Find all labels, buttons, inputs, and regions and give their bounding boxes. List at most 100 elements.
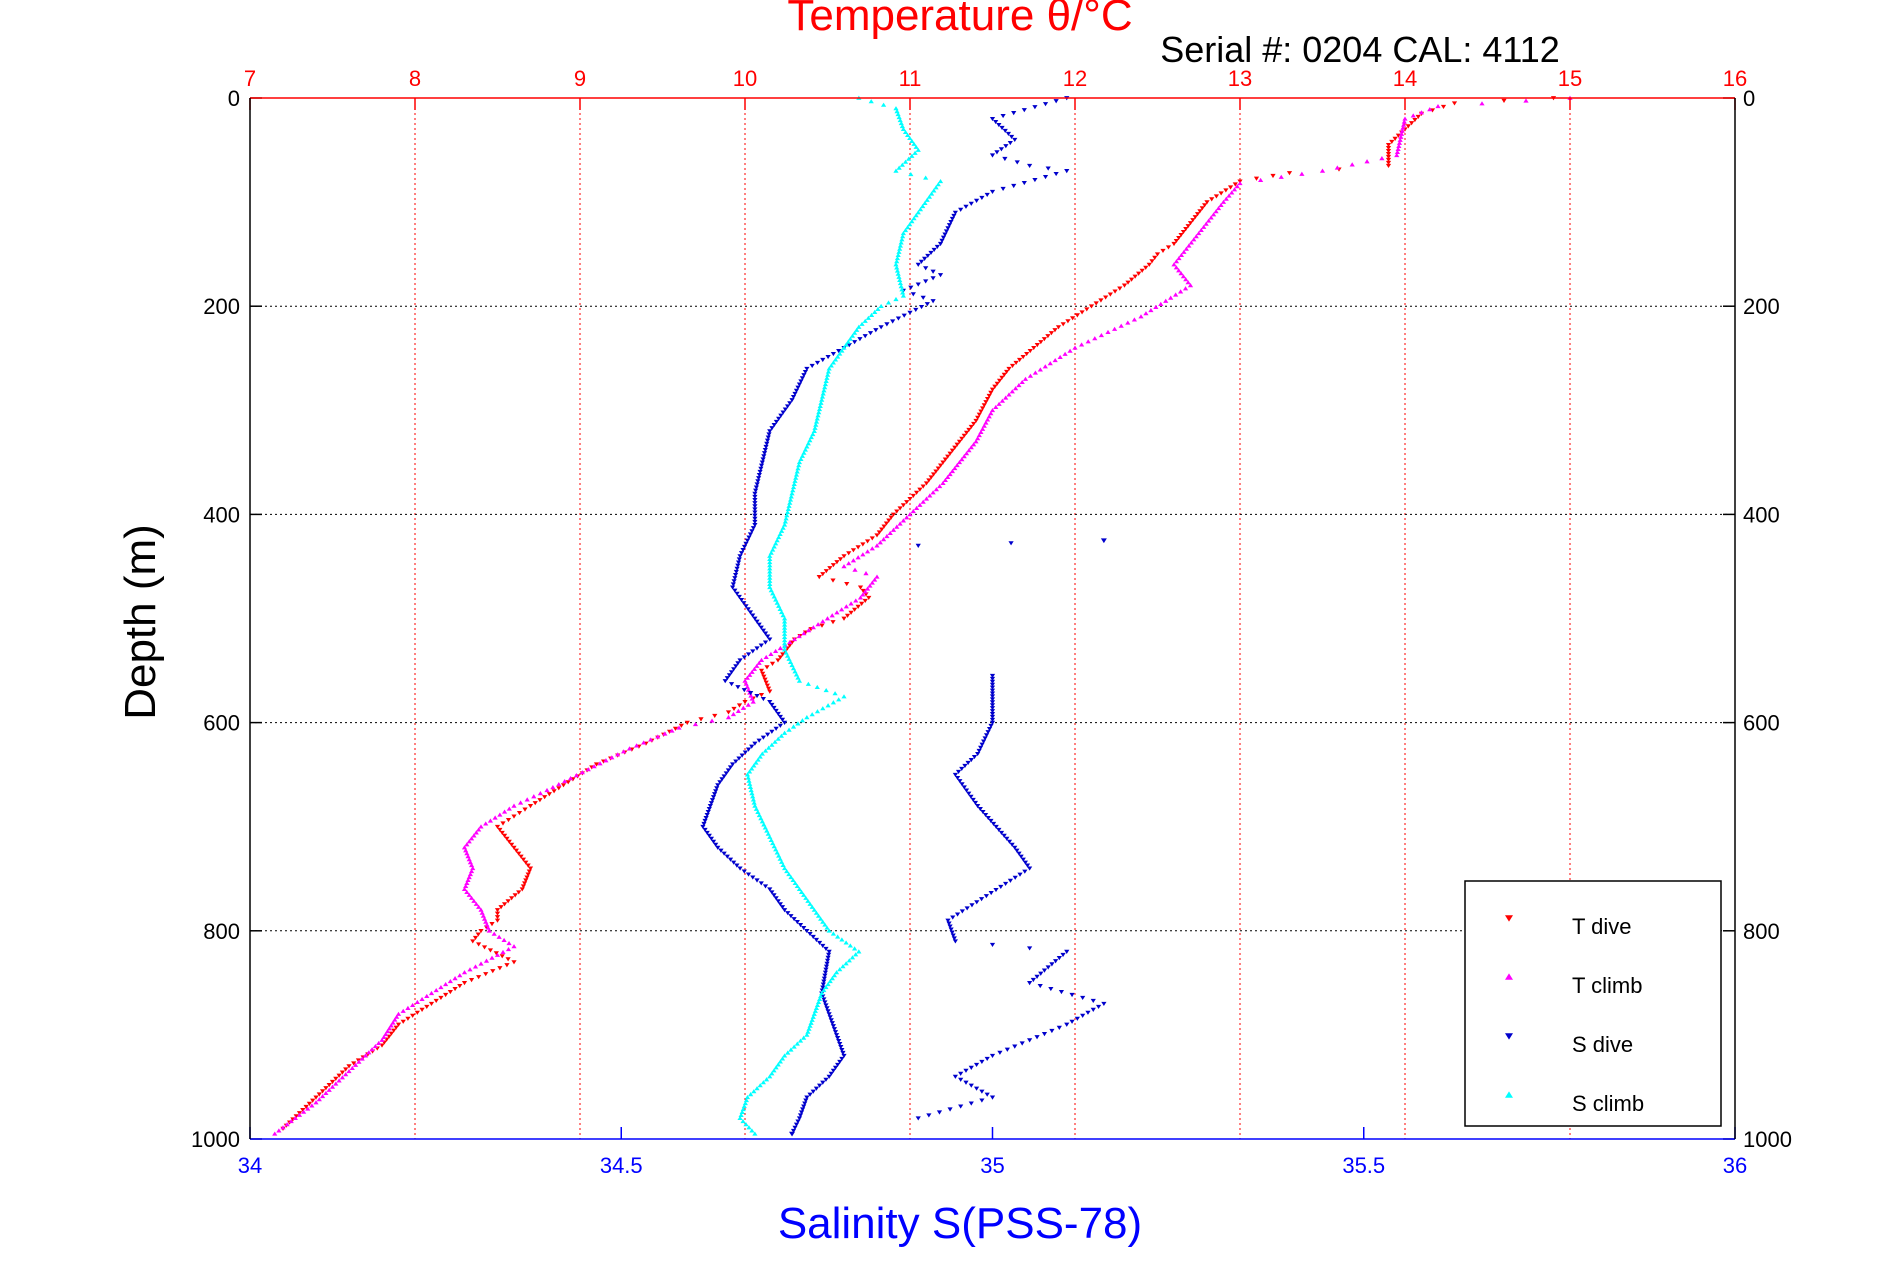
data-point	[820, 619, 826, 624]
data-point	[1223, 188, 1229, 193]
data-point	[920, 203, 926, 209]
data-point	[771, 893, 777, 898]
data-point	[424, 1004, 430, 1009]
data-point	[973, 1062, 980, 1067]
data-point	[809, 1017, 815, 1022]
data-point	[782, 730, 788, 735]
temperature-tick-label: 9	[574, 66, 586, 91]
data-point	[1067, 348, 1073, 353]
data-point	[489, 955, 495, 960]
data-point	[760, 735, 766, 740]
data-point	[803, 895, 809, 900]
data-point	[706, 833, 712, 838]
data-point	[525, 872, 531, 877]
data-point	[782, 619, 788, 624]
data-point	[516, 890, 522, 895]
data-point	[952, 465, 958, 471]
data-point	[1451, 101, 1458, 106]
data-point	[1176, 255, 1182, 261]
data-point	[768, 550, 774, 555]
data-point	[949, 468, 956, 474]
data-point	[807, 438, 813, 443]
data-point	[736, 594, 742, 599]
data-point	[280, 1125, 286, 1130]
data-point	[795, 466, 801, 471]
data-point	[821, 388, 827, 393]
data-point	[894, 265, 900, 270]
data-point	[773, 847, 779, 852]
data-point	[897, 246, 903, 251]
data-point	[765, 634, 771, 639]
data-point	[787, 401, 793, 406]
data-point	[771, 544, 777, 549]
data-point	[820, 919, 826, 924]
data-point	[1024, 351, 1030, 357]
data-point	[798, 1110, 805, 1115]
data-point	[786, 656, 792, 661]
data-point	[1213, 194, 1220, 199]
data-point	[966, 791, 972, 796]
data-point	[731, 579, 737, 584]
data-point	[1136, 271, 1142, 276]
data-point	[765, 732, 771, 737]
data-point	[1018, 854, 1024, 859]
data-point	[767, 1074, 773, 1079]
data-point	[731, 860, 737, 865]
data-point	[739, 1109, 745, 1115]
data-point	[767, 578, 773, 583]
data-point	[468, 895, 475, 900]
data-point	[923, 496, 930, 501]
data-point	[823, 378, 829, 383]
data-point	[909, 153, 915, 158]
data-point	[986, 393, 992, 399]
data-point	[316, 1097, 322, 1102]
data-point	[292, 1115, 298, 1120]
data-point	[537, 791, 543, 796]
data-point	[989, 720, 996, 725]
data-point	[796, 634, 802, 639]
data-point	[522, 881, 528, 886]
data-point	[963, 788, 970, 793]
data-point	[838, 1044, 844, 1050]
data-point	[802, 369, 808, 375]
data-point	[480, 913, 486, 918]
data-point	[821, 976, 827, 981]
data-point	[522, 807, 528, 812]
data-point	[978, 897, 985, 902]
data-point	[743, 1097, 750, 1103]
data-point	[872, 309, 878, 314]
data-point	[797, 1113, 804, 1118]
data-point	[464, 842, 470, 847]
data-point	[824, 958, 831, 963]
data-point	[900, 126, 906, 132]
data-point	[487, 818, 494, 823]
data-point	[1385, 145, 1392, 151]
data-point	[767, 689, 773, 694]
data-point	[306, 1101, 312, 1106]
data-point	[1192, 215, 1198, 220]
data-point	[757, 469, 763, 475]
data-point	[579, 770, 585, 775]
data-point	[1204, 200, 1210, 205]
data-point	[815, 913, 822, 918]
data-point	[996, 378, 1003, 383]
data-point	[1006, 392, 1012, 397]
data-point	[758, 463, 765, 468]
data-point	[752, 494, 758, 500]
data-point	[779, 528, 785, 533]
data-point	[710, 795, 717, 800]
data-point	[760, 671, 766, 676]
data-point	[741, 869, 747, 874]
data-point	[383, 1031, 389, 1037]
data-point	[792, 880, 798, 886]
depth-tick-label-left: 1000	[191, 1127, 240, 1152]
data-point	[390, 1020, 396, 1025]
data-point	[979, 1098, 985, 1103]
data-point	[933, 469, 939, 474]
data-point	[811, 1011, 817, 1016]
data-point	[1364, 159, 1370, 164]
data-point	[754, 482, 760, 487]
data-point	[999, 398, 1005, 403]
data-point	[1100, 538, 1107, 544]
data-point	[764, 438, 771, 443]
